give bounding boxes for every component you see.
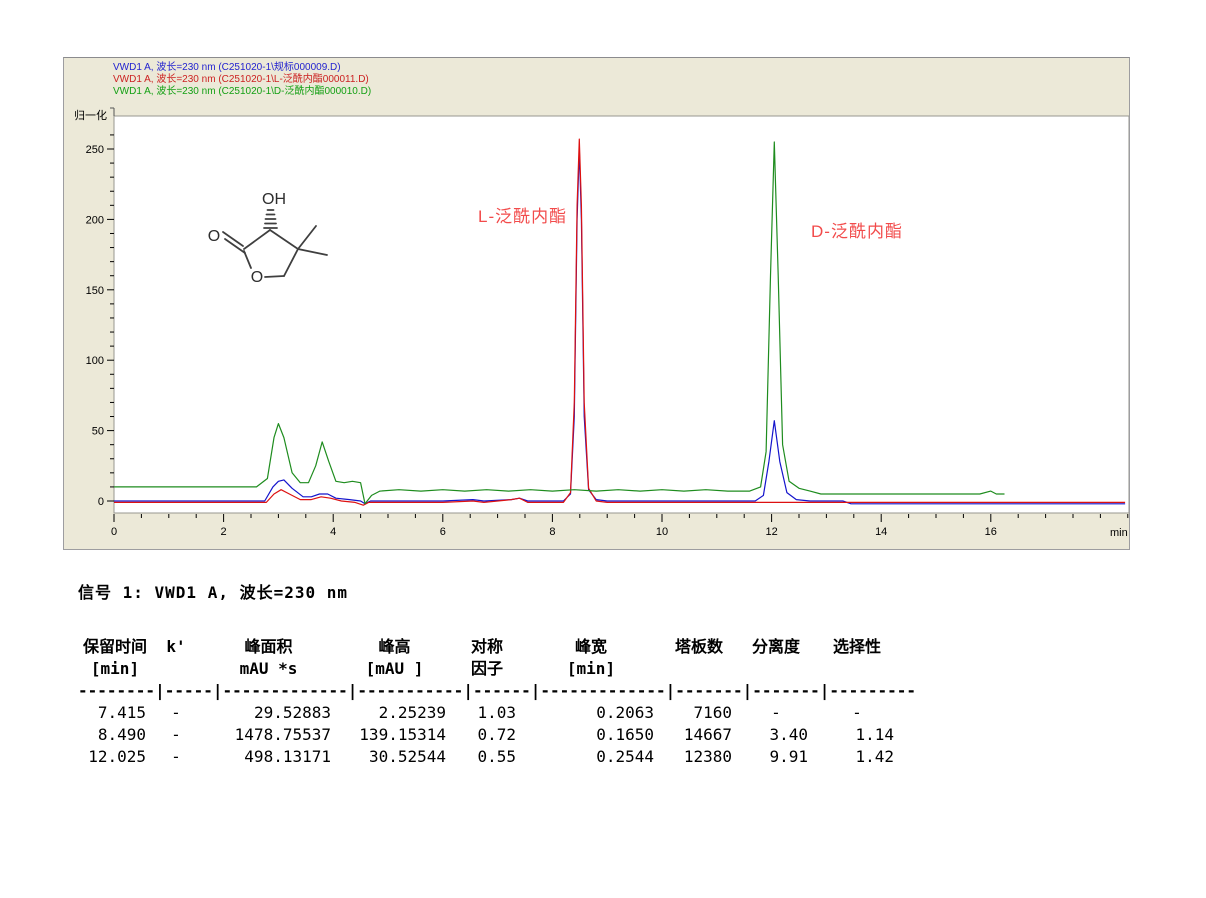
table-unit-cell: [min]: [566, 659, 616, 678]
table-unit-cell: [738, 658, 814, 680]
table-value-cell: 139.15314: [359, 725, 446, 744]
x-tick-label: 16: [985, 526, 997, 538]
table-value-row: 7.415 - 29.52883 2.25239 1.03 0.2063 7160 - -: [78, 702, 908, 724]
x-axis-unit-label: min: [1110, 527, 1128, 539]
table-unit-cell: [min]: [90, 659, 140, 678]
x-tick-label: 8: [549, 526, 555, 538]
y-tick-label: 150: [86, 285, 104, 297]
trace-green: [114, 141, 1005, 505]
y-tick-label: 200: [86, 214, 104, 226]
x-tick-label: 0: [111, 526, 117, 538]
table-unit-cell: [660, 658, 738, 680]
peak-annotation-l: L-泛酰内酯: [478, 207, 568, 226]
carbonyl-double-bond: [222, 231, 246, 254]
table-value-cell: -: [771, 703, 781, 722]
table-unit-cell: [814, 658, 900, 680]
table-value-cell: 8.490: [97, 725, 146, 744]
legend-entry-red: VWD1 A, 波长=230 nm (C251020-1\L-泛酰内酯00001…: [113, 74, 369, 85]
x-tick-label: 2: [221, 526, 227, 538]
table-header-row: 保留时间 k' 峰面积 峰高 对称 峰宽 塔板数 分离度 选择性: [78, 636, 908, 658]
table-separator: --------|-----|-------------|-----------…: [78, 681, 917, 700]
table-value-cell: 1478.75537: [234, 725, 331, 744]
table-value-cell: -: [171, 747, 181, 766]
table-value-cell: 2.25239: [378, 703, 446, 722]
table-header-cell: 对称: [470, 637, 503, 656]
table-value-cell: 7.415: [97, 703, 146, 722]
table-header-cell: k': [166, 637, 186, 656]
methyl-bonds: [297, 225, 328, 256]
table-value-cell: 12.025: [88, 747, 146, 766]
table-unit-cell: [mAU ]: [365, 659, 424, 678]
hashed-wedge-bond: [263, 209, 278, 229]
table-value-cell: 9.91: [769, 747, 808, 766]
chromatogram-svg: 0 2 4 6 8 10 12 14 16 0 50 100 150 200 250 min: [86, 107, 1129, 539]
table-value-cell: 498.13171: [244, 747, 331, 766]
table-value-cell: 3.40: [769, 725, 808, 744]
table-header-cell: 选择性: [832, 637, 881, 656]
x-tick-label: 10: [656, 526, 668, 538]
hydroxyl-label: OH: [262, 191, 286, 208]
signal-legend: VWD1 A, 波长=230 nm (C251020-1\规标000009.D)…: [113, 62, 371, 98]
table-value-cell: 0.1650: [596, 725, 654, 744]
table-value-cell: 29.52883: [253, 703, 331, 722]
table-value-cell: -: [852, 703, 862, 722]
table-value-cell: 1.03: [477, 703, 516, 722]
table-header-cell: 分离度: [751, 637, 800, 656]
trace-red: [114, 138, 1126, 506]
legend-entry-green: VWD1 A, 波长=230 nm (C251020-1\D-泛酰内酯00001…: [113, 86, 372, 97]
lactone-ring-bonds: [243, 229, 299, 278]
y-tick-label: 250: [86, 144, 104, 156]
x-tick-label: 14: [875, 526, 887, 538]
table-unit-cell: [152, 658, 200, 680]
table-value-cell: 0.55: [477, 747, 516, 766]
table-value-cell: 7160: [693, 703, 732, 722]
table-value-row: 8.490 - 1478.75537 139.15314 0.72 0.1650 14667…: [78, 724, 908, 746]
table-header-cell: 峰高: [378, 637, 411, 656]
x-tick-label: 4: [330, 526, 336, 538]
table-value-cell: 14667: [683, 725, 732, 744]
x-tick-label: 12: [765, 526, 777, 538]
table-value-cell: 1.14: [855, 725, 894, 744]
x-tick-label: 6: [440, 526, 446, 538]
table-value-cell: 12380: [683, 747, 732, 766]
y-axis-title: 归一化: [74, 110, 107, 122]
table-header-cell: 保留时间: [82, 637, 147, 656]
signal-section-title: 信号 1: VWD1 A, 波长=230 nm: [78, 583, 349, 602]
carbonyl-oxygen-label: O: [208, 228, 220, 245]
legend-entry-blue: VWD1 A, 波长=230 nm (C251020-1\规标000009.D): [113, 62, 341, 73]
y-tick-label: 50: [92, 426, 104, 438]
table-value-cell: 0.2544: [596, 747, 654, 766]
chromatogram-panel: VWD1 A, 波长=230 nm (C251020-1\规标000009.D)…: [63, 57, 1130, 550]
peak-results-table: 保留时间 k' 峰面积 峰高 对称 峰宽 塔板数 分离度 选择性 [min] mAU *s [mAU …: [78, 636, 917, 768]
table-value-cell: 0.72: [477, 725, 516, 744]
plot-area: [113, 115, 1129, 514]
table-value-row: 12.025 - 498.13171 30.52544 0.55 0.2544 12380 9…: [78, 746, 908, 768]
table-unit-cell: mAU *s: [239, 659, 298, 678]
table-unit-row: [min] mAU *s [mAU ] 因子 [min]: [78, 658, 908, 680]
table-header-cell: 峰面积: [244, 637, 293, 656]
table-value-cell: -: [171, 725, 181, 744]
table-value-cell: -: [171, 703, 181, 722]
y-tick-label: 0: [98, 496, 104, 508]
table-value-cell: 0.2063: [596, 703, 654, 722]
table-unit-cell: 因子: [470, 659, 503, 678]
peak-annotation-d: D-泛酰内酯: [811, 222, 903, 241]
table-value-cell: 30.52544: [368, 747, 446, 766]
pantolactone-structure: OH O O: [208, 191, 328, 286]
y-tick-label: 100: [86, 355, 104, 367]
table-header-cell: 峰宽: [574, 637, 607, 656]
ring-oxygen-label: O: [251, 269, 263, 286]
table-value-cell: 1.42: [855, 747, 894, 766]
table-header-cell: 塔板数: [674, 637, 723, 656]
